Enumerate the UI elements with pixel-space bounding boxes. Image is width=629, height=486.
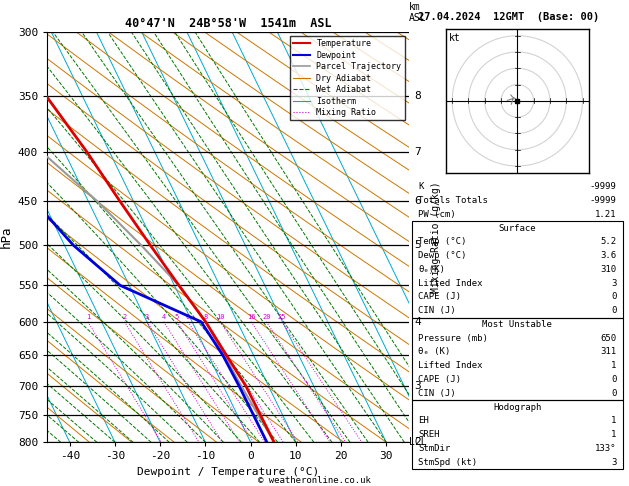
Text: Dewp (°C): Dewp (°C) [418, 251, 467, 260]
Text: 27.04.2024  12GMT  (Base: 00): 27.04.2024 12GMT (Base: 00) [418, 12, 599, 22]
Text: 0: 0 [611, 389, 616, 398]
Text: 25: 25 [277, 314, 286, 320]
Text: PW (cm): PW (cm) [418, 210, 456, 219]
Text: 2: 2 [415, 437, 421, 447]
Text: 0: 0 [611, 375, 616, 384]
Text: 5: 5 [175, 314, 179, 320]
Text: 133°: 133° [595, 444, 616, 453]
Text: 8: 8 [204, 314, 208, 320]
Text: 16: 16 [247, 314, 255, 320]
Text: Lifted Index: Lifted Index [418, 278, 483, 288]
X-axis label: Dewpoint / Temperature (°C): Dewpoint / Temperature (°C) [137, 467, 319, 477]
Text: 1: 1 [611, 417, 616, 425]
Text: 1.21: 1.21 [595, 210, 616, 219]
Text: θₑ(K): θₑ(K) [418, 265, 445, 274]
Text: © weatheronline.co.uk: © weatheronline.co.uk [258, 476, 371, 485]
Text: 4: 4 [415, 317, 421, 327]
Legend: Temperature, Dewpoint, Parcel Trajectory, Dry Adiabat, Wet Adiabat, Isotherm, Mi: Temperature, Dewpoint, Parcel Trajectory… [290, 36, 404, 121]
Y-axis label: hPa: hPa [0, 226, 13, 248]
Text: EH: EH [418, 417, 429, 425]
Text: StmDir: StmDir [418, 444, 450, 453]
Text: 0: 0 [611, 293, 616, 301]
Text: 1: 1 [611, 361, 616, 370]
Text: CAPE (J): CAPE (J) [418, 293, 461, 301]
Text: CIN (J): CIN (J) [418, 389, 456, 398]
Text: 311: 311 [600, 347, 616, 356]
Text: 3: 3 [611, 278, 616, 288]
Bar [412, 221, 623, 317]
Text: 3.6: 3.6 [600, 251, 616, 260]
Text: Temp (°C): Temp (°C) [418, 237, 467, 246]
Text: 3: 3 [415, 382, 421, 391]
Title: 40°47'N  24B°58'W  1541m  ASL: 40°47'N 24B°58'W 1541m ASL [125, 17, 331, 31]
Text: SREH: SREH [418, 430, 440, 439]
Text: Hodograph: Hodograph [493, 402, 542, 412]
Text: CAPE (J): CAPE (J) [418, 375, 461, 384]
Text: 20: 20 [262, 314, 270, 320]
Text: 1: 1 [86, 314, 90, 320]
Text: -9999: -9999 [589, 196, 616, 205]
Text: 1: 1 [611, 430, 616, 439]
Text: StmSpd (kt): StmSpd (kt) [418, 458, 477, 467]
Text: 8: 8 [415, 91, 421, 101]
Text: Surface: Surface [499, 224, 536, 232]
Bar [412, 400, 623, 469]
Text: 4: 4 [162, 314, 166, 320]
Text: 7: 7 [415, 147, 421, 157]
Text: 5: 5 [415, 241, 421, 250]
Text: 10: 10 [216, 314, 225, 320]
Text: Most Unstable: Most Unstable [482, 320, 552, 329]
Text: LCL: LCL [409, 437, 426, 447]
Text: kt: kt [448, 34, 460, 43]
Text: 3: 3 [145, 314, 149, 320]
Text: θₑ (K): θₑ (K) [418, 347, 450, 356]
Text: 0: 0 [611, 306, 616, 315]
Text: 6: 6 [415, 196, 421, 207]
Text: 3: 3 [611, 458, 616, 467]
Bar [412, 317, 623, 400]
Text: 2: 2 [123, 314, 126, 320]
Text: Lifted Index: Lifted Index [418, 361, 483, 370]
Text: 6: 6 [186, 314, 190, 320]
Text: 5.2: 5.2 [600, 237, 616, 246]
Text: km
ASL: km ASL [409, 2, 426, 23]
Text: 310: 310 [600, 265, 616, 274]
Text: Mixing Ratio (g/kg): Mixing Ratio (g/kg) [431, 181, 441, 293]
Text: Totals Totals: Totals Totals [418, 196, 488, 205]
Text: K: K [418, 182, 424, 191]
Text: CIN (J): CIN (J) [418, 306, 456, 315]
Text: Pressure (mb): Pressure (mb) [418, 334, 488, 343]
Text: 650: 650 [600, 334, 616, 343]
Text: -9999: -9999 [589, 182, 616, 191]
